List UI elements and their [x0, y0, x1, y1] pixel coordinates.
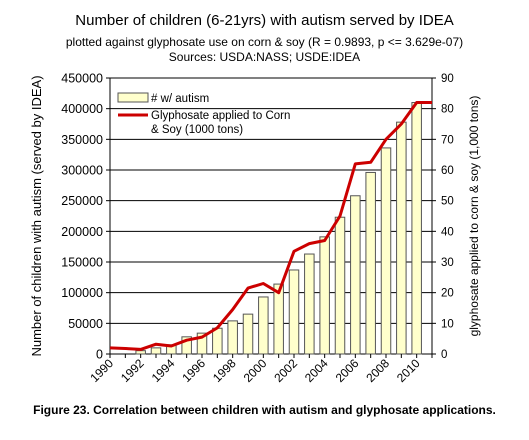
bar — [288, 269, 300, 355]
y2-tick-label: 60 — [441, 165, 454, 177]
y-axis-label: Number of children with autism (served b… — [29, 75, 44, 356]
y2-tick-label: 10 — [441, 318, 454, 330]
y-tick-label: 50000 — [68, 317, 103, 331]
bar — [150, 347, 162, 355]
x-tick-label: 2000 — [241, 356, 270, 385]
x-tick-label: 2010 — [394, 356, 423, 385]
y2-tick-label: 90 — [441, 73, 454, 85]
bar — [319, 236, 330, 355]
bar — [396, 121, 407, 355]
y2-tick-label: 50 — [441, 196, 454, 208]
bar — [227, 320, 238, 355]
plot-area — [110, 78, 432, 354]
x-tick-label: 1998 — [210, 356, 239, 385]
y2-tick-label: 0 — [441, 349, 447, 361]
legend-line-label: Glyphosate applied to Corn & Soy (1000 to… — [151, 110, 290, 136]
chart-sources: Sources: USDA:NASS; USDE:IDEA — [168, 50, 361, 64]
glyphosate-line — [109, 101, 432, 351]
bar — [350, 195, 361, 355]
y2-tick-label: 30 — [441, 257, 454, 269]
y2-tick-label: 80 — [441, 104, 454, 116]
legend-bar-swatch — [117, 92, 149, 103]
bar — [242, 313, 254, 355]
y2-tick-label: 70 — [441, 134, 454, 146]
bar — [411, 102, 422, 355]
x-tick-label: 1994 — [149, 356, 178, 385]
chart-title: Number of children (6-21yrs) with autism… — [75, 12, 454, 29]
x-tick-label: 2006 — [333, 356, 362, 385]
legend: # w/ autism Glyphosate applied to Corn & S… — [117, 92, 290, 136]
y2-tick-label: 20 — [441, 288, 454, 300]
bar — [380, 147, 392, 355]
x-tick-label: 1992 — [118, 356, 147, 385]
bar — [334, 216, 346, 355]
y-tick-label: 100000 — [61, 286, 103, 300]
bar — [212, 327, 223, 355]
bar — [304, 253, 315, 355]
x-tick-label: 1990 — [87, 356, 116, 385]
x-tick-label: 2008 — [363, 356, 392, 385]
legend-bar-label: # w/ autism — [151, 93, 209, 105]
bar — [273, 283, 284, 355]
bar — [135, 350, 146, 355]
y-tick-label: 250000 — [61, 194, 103, 208]
x-tick-label: 1996 — [179, 356, 208, 385]
y2-axis-label: glyphosate applied to corn & soy (1,000 … — [467, 96, 481, 337]
y-tick-label: 450000 — [61, 72, 103, 86]
bar — [365, 171, 376, 355]
y-tick-label: 200000 — [61, 225, 103, 239]
y-tick-label: 350000 — [61, 133, 103, 147]
x-tick-label: 2002 — [271, 356, 300, 385]
figure-caption: Figure 23. Correlation between children … — [33, 403, 496, 417]
bar — [258, 296, 269, 355]
x-tick-label: 2004 — [302, 356, 331, 385]
y-tick-label: 300000 — [61, 164, 103, 178]
y-tick-label: 400000 — [61, 102, 103, 116]
y-tick-label: 150000 — [61, 256, 103, 270]
chart-subtitle: plotted against glyphosate use on corn &… — [65, 35, 464, 49]
y-tick-label: 0 — [96, 348, 103, 362]
y2-tick-label: 40 — [441, 226, 454, 238]
